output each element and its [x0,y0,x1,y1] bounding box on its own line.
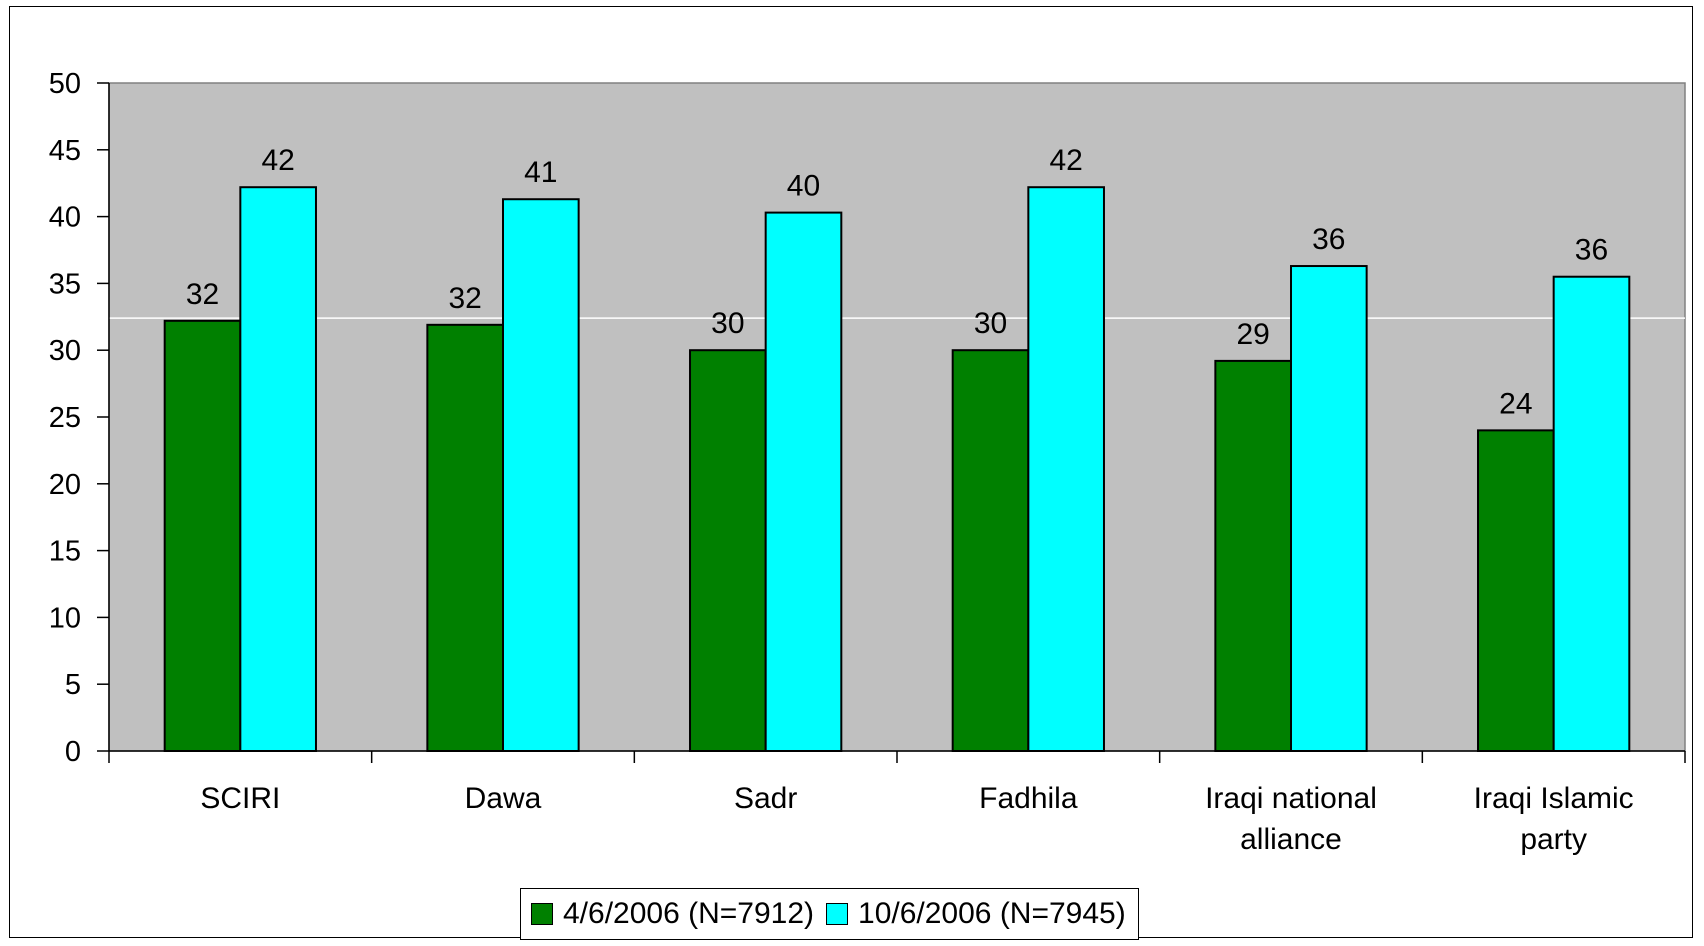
legend-label-series-1: 4/6/2006 (N=7912) [563,897,815,930]
bar-series-2 [764,211,843,753]
bar-series-2 [1027,186,1105,752]
bar-series-1 [163,319,242,752]
data-label-series-1: 30 [711,307,744,340]
data-label-series-2: 42 [261,144,294,177]
x-category-label: party [1520,823,1587,856]
y-tick-label: 40 [49,202,81,234]
y-tick-label: 15 [49,536,81,568]
legend-item-series-2: 10/6/2006 (N=7945) [826,897,1126,931]
x-category-label: Fadhila [979,782,1078,815]
plot-area [108,82,1686,752]
legend: 4/6/2006 (N=7912) 10/6/2006 (N=7945) [520,888,1139,940]
data-label-series-1: 32 [186,278,219,311]
bar-series-1 [426,323,504,752]
y-tick-label: 45 [49,135,81,167]
y-tick-label: 10 [49,602,81,634]
data-label-series-1: 24 [1499,387,1532,420]
bar-series-2 [502,198,580,752]
y-tick-label: 35 [49,268,81,300]
data-label-series-2: 36 [1575,234,1608,267]
x-category-label: alliance [1240,823,1342,856]
data-label-series-2: 42 [1049,144,1082,177]
y-tick-label: 50 [49,68,81,100]
data-label-series-1: 32 [448,282,481,315]
data-label-series-2: 36 [1312,223,1345,256]
x-category-label: Dawa [465,782,542,815]
legend-swatch-series-2 [826,903,849,925]
bar-series-2 [1290,265,1368,752]
y-tick-label: 25 [49,402,81,434]
data-label-series-2: 40 [787,170,820,203]
data-label-series-2: 41 [524,156,557,189]
y-tick-label: 0 [65,736,81,768]
bar-series-2 [1552,275,1631,752]
data-label-series-1: 29 [1236,318,1269,351]
legend-label-series-2: 10/6/2006 (N=7945) [858,897,1126,930]
x-category-label: Sadr [734,782,797,815]
y-tick-label: 30 [49,335,81,367]
bar-series-1 [1477,429,1555,752]
legend-swatch-series-1 [531,903,553,925]
data-label-series-1: 30 [974,307,1007,340]
x-category-label: SCIRI [200,782,280,815]
y-tick-label: 5 [65,669,81,701]
bar-series-2 [239,186,317,752]
x-category-label: Iraqi national [1205,782,1377,815]
x-category-label: Iraqi Islamic [1474,782,1634,815]
bar-series-1 [1214,359,1293,752]
y-tick-label: 20 [49,469,81,501]
bar-series-1 [951,349,1030,752]
legend-item-series-1: 4/6/2006 (N=7912) [531,897,814,931]
bar-series-1 [689,349,767,752]
